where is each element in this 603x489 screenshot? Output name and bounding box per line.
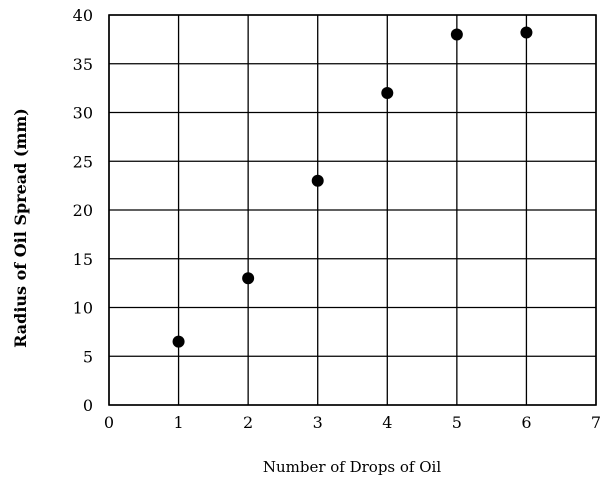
- x-tick-label: 5: [452, 413, 462, 432]
- data-points: [172, 26, 533, 348]
- y-tick-label: 0: [83, 396, 93, 415]
- y-tick-label: 35: [73, 55, 93, 74]
- x-tick-label: 1: [173, 413, 183, 432]
- x-tick-label: 6: [521, 413, 531, 432]
- x-tick-label: 7: [591, 413, 601, 432]
- y-axis-title: Radius of Oil Spread (mm): [11, 108, 30, 348]
- data-point: [381, 87, 394, 99]
- y-tick-label: 5: [83, 347, 93, 366]
- y-tick-label: 40: [73, 6, 93, 25]
- data-point: [242, 272, 255, 285]
- y-tick-label: 20: [73, 201, 93, 220]
- y-tick-label: 15: [73, 250, 93, 269]
- x-tick-label: 2: [243, 413, 253, 432]
- x-tick-label: 0: [104, 413, 114, 432]
- plot-frame: [108, 14, 597, 406]
- y-tick-label: 30: [73, 104, 93, 123]
- data-point: [172, 335, 185, 348]
- data-point: [311, 174, 324, 187]
- x-axis-title: Number of Drops of Oil: [263, 458, 442, 476]
- x-tick-label: 4: [382, 413, 392, 432]
- y-tick-label: 25: [73, 152, 93, 171]
- x-tick-label: 3: [313, 413, 323, 432]
- data-point: [520, 26, 533, 39]
- y-tick-labels: 0 5 10 15 20 25 30 35 40: [73, 6, 93, 415]
- y-tick-label: 10: [73, 299, 93, 318]
- x-tick-labels: 0 1 2 3 4 5 6 7: [104, 413, 601, 432]
- data-point: [450, 28, 463, 41]
